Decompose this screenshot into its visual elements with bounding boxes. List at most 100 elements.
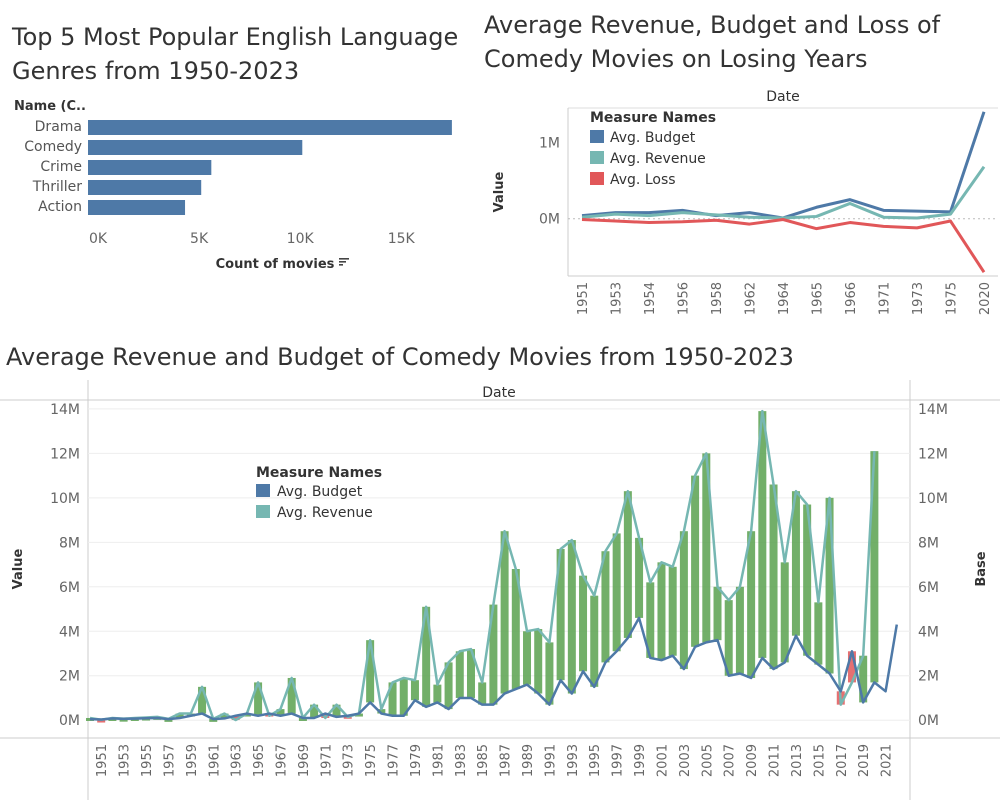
y-tick-label-right: 0M <box>918 713 939 729</box>
x-tick-label: 2003 <box>678 744 693 777</box>
x-tick-label: 2017 <box>835 744 850 777</box>
x-tick-label: 1965 <box>252 744 267 777</box>
x-tick-label: 1997 <box>611 744 626 777</box>
x-tick-label: 1983 <box>454 744 469 777</box>
bar <box>88 120 452 135</box>
gain-loss-bar <box>870 451 879 683</box>
gain-loss-bar <box>747 531 756 678</box>
gain-loss-bar <box>545 642 554 705</box>
gain-loss-bar <box>198 686 207 714</box>
y-tick-label-right: 12M <box>918 446 948 462</box>
x-tick-label: 10K <box>287 231 315 247</box>
category-label: Comedy <box>24 139 82 155</box>
y-axis-label: Value <box>11 548 26 589</box>
legend-swatch <box>590 172 604 185</box>
gain-loss-bar <box>803 504 812 656</box>
gain-loss-bar <box>847 651 856 683</box>
x-tick-label: 1955 <box>140 744 155 777</box>
sort-icon-bar <box>339 261 346 263</box>
gain-loss-bar <box>646 582 655 658</box>
x-tick-label: 1951 <box>576 282 591 315</box>
x-tick-label: 1987 <box>499 744 514 777</box>
y-tick-label-right: 2M <box>918 669 939 685</box>
x-tick-label: 2020 <box>978 282 993 315</box>
gain-loss-bar <box>590 595 599 687</box>
legend-swatch <box>590 151 604 164</box>
gain-loss-bar <box>780 562 789 663</box>
gain-loss-bar <box>119 718 128 722</box>
gain-loss-bar <box>758 411 767 658</box>
x-tick-label: 1989 <box>521 744 536 777</box>
losing-years-chart-title: Average Revenue, Budget and Loss of Come… <box>484 8 940 76</box>
gain-loss-bar <box>366 640 375 703</box>
series-line <box>581 165 986 220</box>
x-tick-label: 2021 <box>880 744 895 777</box>
y-tick-label: 4M <box>59 624 80 640</box>
y-axis-label: Value <box>492 171 507 212</box>
legend-label: Avg. Budget <box>277 484 363 500</box>
gain-loss-bar <box>231 715 240 720</box>
x-tick-label: 1985 <box>476 744 491 777</box>
x-tick-label: 2011 <box>768 744 783 777</box>
losing-years-line-chart: Date Value 0M 1M 1951 1953 1954 1956 1958 1962 196… <box>492 89 998 315</box>
gain-loss-bar <box>500 531 509 694</box>
gain-loss-bar <box>478 682 487 705</box>
legend-swatch <box>256 505 270 518</box>
bar <box>88 140 303 155</box>
gain-loss-bar <box>511 569 520 690</box>
gain-loss-bar <box>814 602 823 665</box>
gain-loss-bar <box>724 600 733 676</box>
x-tick-label: 1954 <box>643 282 658 315</box>
gain-loss-bar <box>735 586 744 674</box>
gain-loss-bar <box>691 475 700 647</box>
gain-loss-bar <box>399 677 408 716</box>
x-tick-label: 1993 <box>566 744 581 777</box>
gain-loss-bar <box>668 566 677 656</box>
gain-loss-bar <box>209 718 218 722</box>
x-tick-label: 1962 <box>744 282 759 315</box>
losing-title-line-2: Comedy Movies on Losing Years <box>484 45 868 73</box>
x-tick-label: 1953 <box>118 744 133 777</box>
x-tick-label: 5K <box>190 231 209 247</box>
genres-chart-title: Top 5 Most Popular English Language Genr… <box>12 20 458 88</box>
legend-label: Avg. Budget <box>610 130 696 146</box>
y-tick-label: 6M <box>59 580 80 596</box>
gain-loss-bar <box>298 717 307 721</box>
gain-loss-bar <box>377 709 386 714</box>
x-tick-label: 1967 <box>274 744 289 777</box>
gain-loss-bar <box>534 629 543 694</box>
sort-icon-bar <box>339 264 343 266</box>
losing-title-line-1: Average Revenue, Budget and Loss of <box>484 11 941 39</box>
y-tick-label: 14M <box>50 402 80 418</box>
x-tick-label: 1961 <box>207 744 222 777</box>
gain-loss-bar <box>713 586 722 641</box>
y-tick-label-right: 14M <box>918 402 948 418</box>
y-tick-label-right: 4M <box>918 624 939 640</box>
x-tick-label: 1963 <box>230 744 245 777</box>
gain-loss-bar <box>242 713 251 717</box>
gain-loss-bar <box>556 548 565 681</box>
series-line <box>581 217 986 274</box>
gain-loss-bar <box>287 677 296 714</box>
legend-title: Measure Names <box>590 110 716 126</box>
gain-loss-bar <box>354 713 363 717</box>
sort-icon-bar <box>339 258 349 260</box>
gain-loss-bar <box>410 680 419 701</box>
y-tick-label: 0M <box>539 212 560 228</box>
genres-title-line-2: Genres from 1950-2023 <box>12 57 300 85</box>
x-tick-label: 1973 <box>342 744 357 777</box>
genres-bar-chart: Name (C.. Drama Comedy Crime Thriller Action 0… <box>14 99 452 272</box>
x-tick-label: 2013 <box>790 744 805 777</box>
x-tick-label: 1971 <box>319 744 334 777</box>
gain-loss-bar <box>444 662 453 710</box>
column-header: Date <box>482 385 515 401</box>
legend-title: Measure Names <box>256 465 382 481</box>
gain-loss-bar <box>254 682 263 716</box>
genres-title-line-1: Top 5 Most Popular English Language <box>12 23 459 51</box>
x-tick-label: 1956 <box>677 282 692 315</box>
bar <box>88 200 186 215</box>
x-tick-label: 15K <box>388 231 416 247</box>
bar <box>88 160 212 175</box>
gain-loss-bar <box>601 551 610 663</box>
x-tick-label: 1977 <box>387 744 402 777</box>
